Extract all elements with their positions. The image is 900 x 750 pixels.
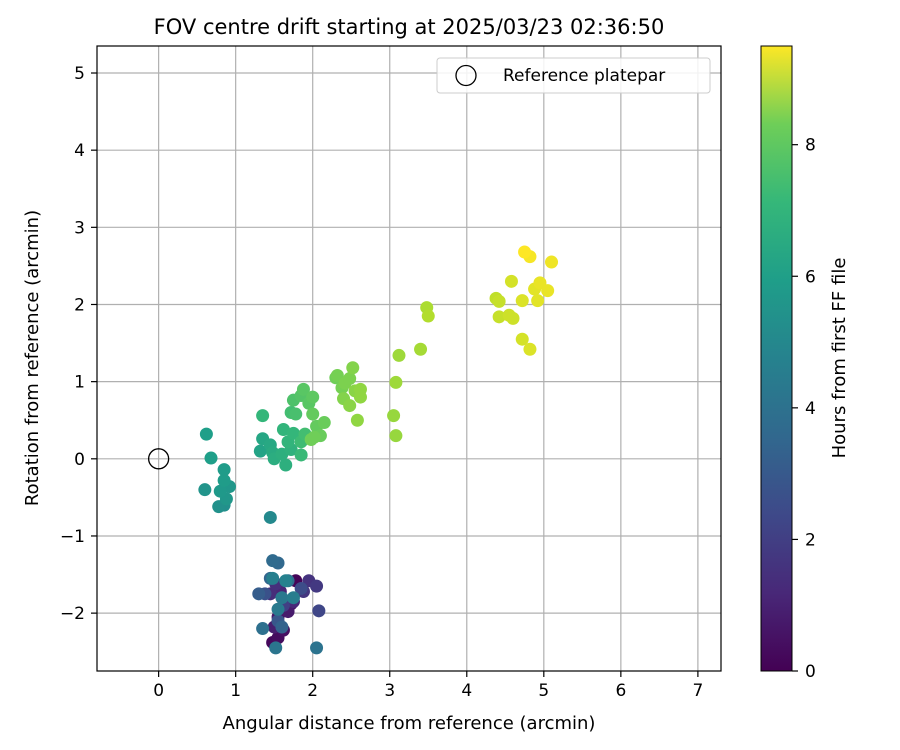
data-point — [213, 484, 227, 498]
colorbar-tick-label: 4 — [805, 399, 816, 419]
data-point — [310, 579, 324, 593]
data-point — [217, 473, 231, 487]
data-point — [518, 245, 532, 259]
x-tick-label: 2 — [307, 681, 318, 701]
data-point — [310, 641, 324, 655]
data-point — [421, 309, 435, 323]
legend-box — [436, 57, 711, 94]
data-point — [515, 294, 529, 308]
data-point — [252, 587, 266, 601]
y-tick-label: 0 — [74, 450, 85, 470]
data-point — [199, 427, 213, 441]
data-point — [387, 409, 401, 423]
chart-title: FOV centre drift starting at 2025/03/23 … — [154, 15, 665, 39]
colorbar: 0 2 4 6 8 Hours from first FF file — [760, 45, 850, 682]
data-point — [217, 463, 231, 477]
data-point — [506, 311, 520, 325]
colorbar-tick-label: 0 — [805, 662, 816, 682]
y-axis-ticks: −2 −1 0 1 2 3 4 5 — [60, 64, 97, 624]
data-point — [545, 255, 559, 269]
data-point — [289, 407, 303, 421]
data-point — [275, 591, 289, 605]
data-point — [343, 399, 357, 413]
data-point — [515, 332, 529, 346]
data-point — [286, 426, 300, 440]
data-point — [389, 375, 403, 389]
data-point — [504, 274, 518, 288]
data-point — [198, 483, 212, 497]
x-tick-label: 1 — [230, 681, 241, 701]
x-tick-label: 0 — [153, 681, 164, 701]
data-point — [263, 510, 277, 524]
plot-area — [97, 46, 721, 671]
y-tick-label: 4 — [74, 141, 85, 161]
data-point — [253, 444, 267, 458]
x-tick-label: 4 — [461, 681, 472, 701]
data-point — [353, 382, 367, 396]
data-point — [531, 294, 545, 308]
reference-platepar-marker — [147, 448, 170, 470]
data-point — [294, 581, 308, 595]
y-tick-label: 3 — [74, 218, 85, 238]
data-point — [492, 310, 506, 324]
y-axis-label: Rotation from reference (arcmin) — [22, 210, 43, 506]
data-point — [492, 294, 506, 308]
data-point — [275, 620, 289, 634]
x-axis-ticks: 0 1 2 3 4 5 6 7 — [153, 671, 703, 701]
data-point — [306, 407, 320, 421]
data-point — [306, 390, 320, 404]
colorbar-gradient — [760, 45, 793, 672]
data-point — [350, 413, 364, 427]
data-point — [389, 429, 403, 443]
data-point — [294, 448, 308, 462]
data-point — [204, 451, 218, 465]
x-axis-label: Angular distance from reference (arcmin) — [223, 713, 596, 734]
data-point — [256, 409, 270, 423]
data-point — [541, 284, 555, 298]
x-tick-label: 6 — [615, 681, 626, 701]
y-tick-label: 2 — [74, 295, 85, 315]
colorbar-ticks: 0 2 4 6 8 — [792, 136, 816, 682]
colorbar-tick-label: 2 — [805, 530, 816, 550]
y-tick-label: −2 — [60, 604, 85, 624]
data-point — [523, 342, 537, 356]
data-point — [392, 348, 406, 362]
data-point — [296, 382, 310, 396]
y-tick-label: 5 — [74, 64, 85, 84]
legend-entry-reference: Reference platepar — [503, 66, 665, 86]
data-point — [269, 641, 283, 655]
data-point — [307, 430, 321, 444]
data-point — [276, 422, 290, 436]
data-point — [266, 571, 280, 585]
y-tick-label: 1 — [74, 373, 85, 393]
data-point — [286, 591, 300, 605]
data-points — [198, 245, 559, 655]
y-tick-label: −1 — [60, 527, 85, 547]
data-point — [266, 554, 280, 568]
data-point — [312, 604, 326, 618]
plot-frame — [96, 45, 722, 672]
data-point — [279, 458, 293, 472]
data-point — [279, 574, 293, 588]
data-point — [346, 361, 360, 375]
x-tick-label: 5 — [538, 681, 549, 701]
data-point — [271, 602, 285, 616]
legend: Reference platepar — [436, 57, 711, 94]
colorbar-tick-label: 8 — [805, 136, 816, 156]
x-tick-label: 7 — [692, 681, 703, 701]
legend-marker-circle — [455, 64, 477, 87]
colorbar-label: Hours from first FF file — [829, 258, 850, 459]
grid-lines — [97, 46, 721, 671]
data-point — [414, 342, 428, 356]
colorbar-tick-label: 6 — [805, 267, 816, 287]
x-tick-label: 3 — [384, 681, 395, 701]
data-point — [317, 416, 331, 430]
data-point — [256, 622, 270, 636]
data-point — [343, 372, 357, 386]
